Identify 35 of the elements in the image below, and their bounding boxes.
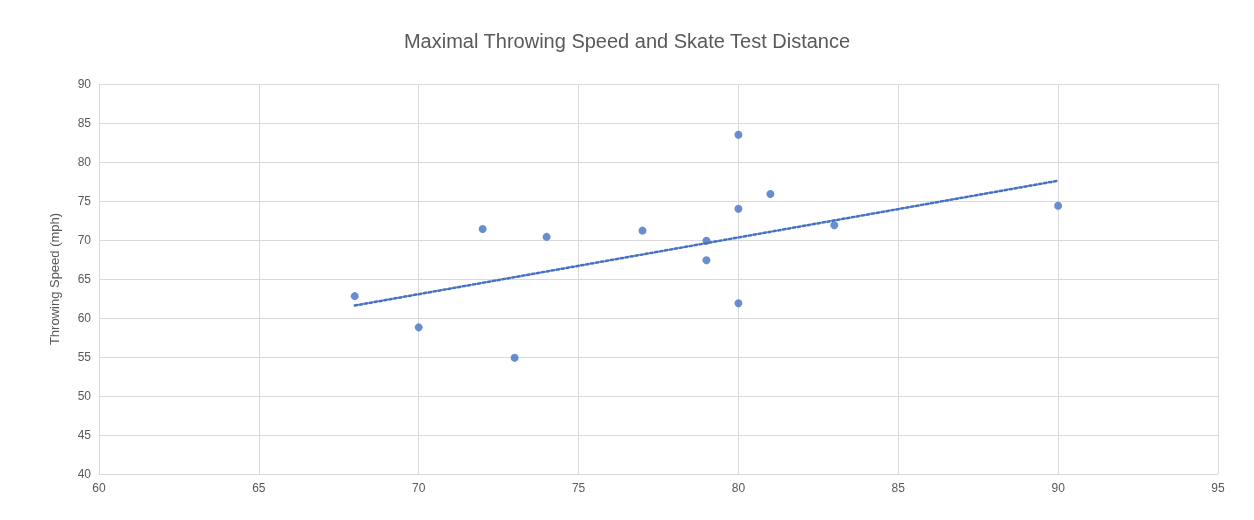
- point: [1054, 201, 1063, 210]
- x-tick-label: 95: [1211, 481, 1225, 495]
- point: [350, 292, 359, 301]
- y-tick-label: 70: [77, 233, 92, 247]
- y-axis-title: Throwing Speed (mph): [47, 212, 62, 346]
- point: [702, 236, 711, 245]
- y-tick-label: 60: [77, 311, 92, 325]
- point: [734, 204, 743, 213]
- y-tick-label: 45: [77, 428, 92, 442]
- point: [510, 353, 519, 362]
- point: [702, 256, 711, 265]
- y-tick-label: 65: [77, 272, 92, 286]
- x-tick-label: 85: [891, 481, 906, 495]
- y-tick-label: 40: [77, 467, 92, 481]
- x-tick-label: 80: [731, 481, 746, 495]
- y-tick-label: 75: [77, 194, 92, 208]
- x-tick-label: 90: [1051, 481, 1066, 495]
- y-tick-label: 55: [77, 350, 92, 364]
- point: [638, 226, 647, 235]
- x-tick-label: 65: [252, 481, 266, 495]
- point: [414, 323, 423, 332]
- x-tick-label: 60: [92, 481, 106, 495]
- chart-title: Maximal Throwing Speed and Skate Test Distance: [403, 30, 851, 52]
- point: [830, 221, 839, 230]
- point: [478, 225, 487, 234]
- point: [734, 299, 743, 308]
- y-tick-label: 85: [77, 116, 92, 130]
- y-tick-label: 80: [77, 155, 92, 169]
- y-tick-label: 50: [77, 389, 92, 403]
- point: [542, 232, 551, 241]
- y-tick-label: 90: [77, 77, 92, 91]
- x-tick-label: 70: [412, 481, 426, 495]
- point: [734, 130, 743, 139]
- x-tick-label: 75: [571, 481, 586, 495]
- point: [766, 189, 775, 198]
